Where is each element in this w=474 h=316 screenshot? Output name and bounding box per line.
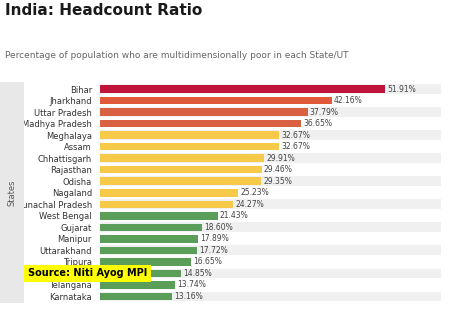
Text: 13.74%: 13.74% [177,280,206,289]
Text: 24.27%: 24.27% [235,200,264,209]
Bar [100,155,264,162]
Bar [100,107,441,117]
Text: 29.46%: 29.46% [264,165,293,174]
Text: 36.65%: 36.65% [303,119,332,128]
Bar [100,199,441,209]
Text: India: Headcount Ratio: India: Headcount Ratio [5,3,202,18]
Text: 29.35%: 29.35% [263,177,292,186]
Bar [100,97,332,104]
Bar [100,176,441,186]
Bar [100,166,262,173]
Bar [100,84,441,94]
Text: 32.67%: 32.67% [282,142,310,151]
Text: 29.91%: 29.91% [266,154,295,163]
Bar [100,201,233,208]
Bar [100,292,441,301]
Bar [100,119,441,129]
Bar [100,246,197,254]
Bar [100,165,441,175]
Text: 18.60%: 18.60% [204,223,233,232]
Text: 25.23%: 25.23% [241,188,269,197]
Text: 17.72%: 17.72% [199,246,228,255]
Bar [100,85,385,93]
Bar [100,211,441,221]
Text: Source: Niti Ayog MPI: Source: Niti Ayog MPI [28,268,147,278]
Bar [100,258,191,266]
Text: 51.91%: 51.91% [387,85,416,94]
Text: Percentage of population who are multidimensionally poor in each State/UT: Percentage of population who are multidi… [5,51,348,59]
Bar [100,189,238,197]
Text: States: States [8,179,16,206]
Bar [100,246,441,255]
Text: 32.67%: 32.67% [282,131,310,140]
Bar [100,269,441,278]
Text: 37.79%: 37.79% [310,108,339,117]
Bar [100,222,441,232]
Bar [100,131,279,139]
Bar [100,281,175,289]
Bar [100,188,441,198]
Text: 13.16%: 13.16% [174,292,203,301]
Bar [100,142,441,152]
Bar [100,108,308,116]
Text: 17.89%: 17.89% [200,234,229,243]
Bar [100,224,202,231]
Bar [100,270,181,277]
Bar [100,235,198,243]
Bar [100,153,441,163]
Bar [100,293,172,300]
Bar [100,257,441,267]
Text: 14.85%: 14.85% [183,269,212,278]
Text: 42.16%: 42.16% [334,96,363,105]
Bar [100,143,279,150]
Bar [100,130,441,140]
Bar [100,120,301,127]
Bar [100,212,218,220]
Bar [100,96,441,106]
Bar [100,280,441,290]
Bar [100,178,261,185]
Bar [100,234,441,244]
Text: 21.43%: 21.43% [220,211,248,220]
Text: 16.65%: 16.65% [193,258,222,266]
